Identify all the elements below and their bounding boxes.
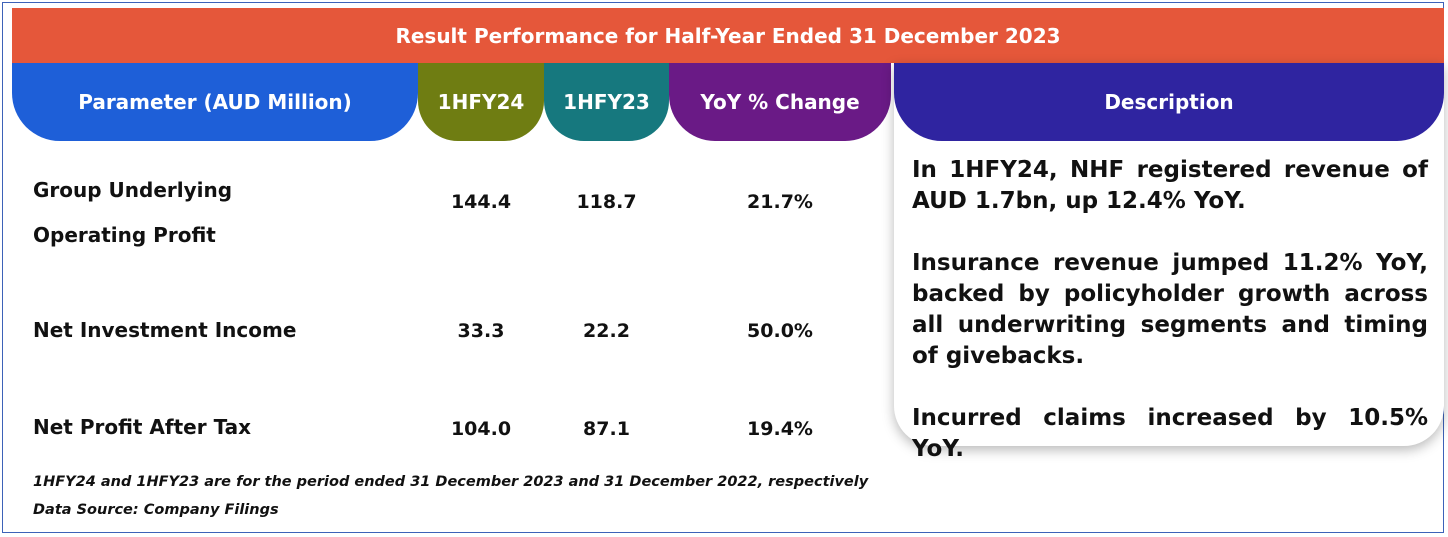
row-label-line: Operating Profit — [33, 223, 216, 247]
cell-yoy: 21.7% — [747, 191, 813, 213]
row-label-line: Group Underlying — [33, 178, 233, 202]
description-paragraph: Incurred claims increased by 10.5% YoY. — [912, 405, 1428, 462]
data-source: Data Source: Company Filings — [33, 502, 279, 518]
cell-1hfy23: 22.2 — [583, 320, 630, 342]
table-title: Result Performance for Half-Year Ended 3… — [12, 8, 1444, 63]
cell-1hfy23: 87.1 — [583, 418, 630, 440]
cell-1hfy24: 104.0 — [450, 418, 512, 440]
description-paragraph: In 1HFY24, NHF registered revenue of AUD… — [912, 157, 1428, 214]
row-label-group-underlying-operating-profit: Group Underlying Operating Profit — [33, 168, 373, 258]
description-body: In 1HFY24, NHF registered revenue of AUD… — [912, 155, 1428, 465]
header-parameter: Parameter (AUD Million) — [12, 63, 418, 141]
header-description: Description — [894, 63, 1444, 141]
cell-1hfy23: 118.7 — [576, 191, 637, 213]
description-paragraph: Insurance revenue jumped 11.2% YoY, back… — [912, 250, 1428, 369]
cell-yoy: 19.4% — [747, 418, 813, 440]
header-1hfy23: 1HFY23 — [544, 63, 669, 141]
cell-yoy: 50.0% — [747, 320, 813, 342]
row-label-net-investment-income: Net Investment Income — [33, 318, 297, 342]
header-1hfy24: 1HFY24 — [418, 63, 544, 141]
row-label-net-profit-after-tax: Net Profit After Tax — [33, 415, 252, 439]
header-yoy-change: YoY % Change — [669, 63, 891, 141]
footnote: 1HFY24 and 1HFY23 are for the period end… — [33, 474, 869, 490]
cell-1hfy24: 144.4 — [450, 191, 512, 213]
description-card: Description In 1HFY24, NHF registered re… — [894, 63, 1444, 462]
cell-1hfy24: 33.3 — [457, 320, 505, 342]
